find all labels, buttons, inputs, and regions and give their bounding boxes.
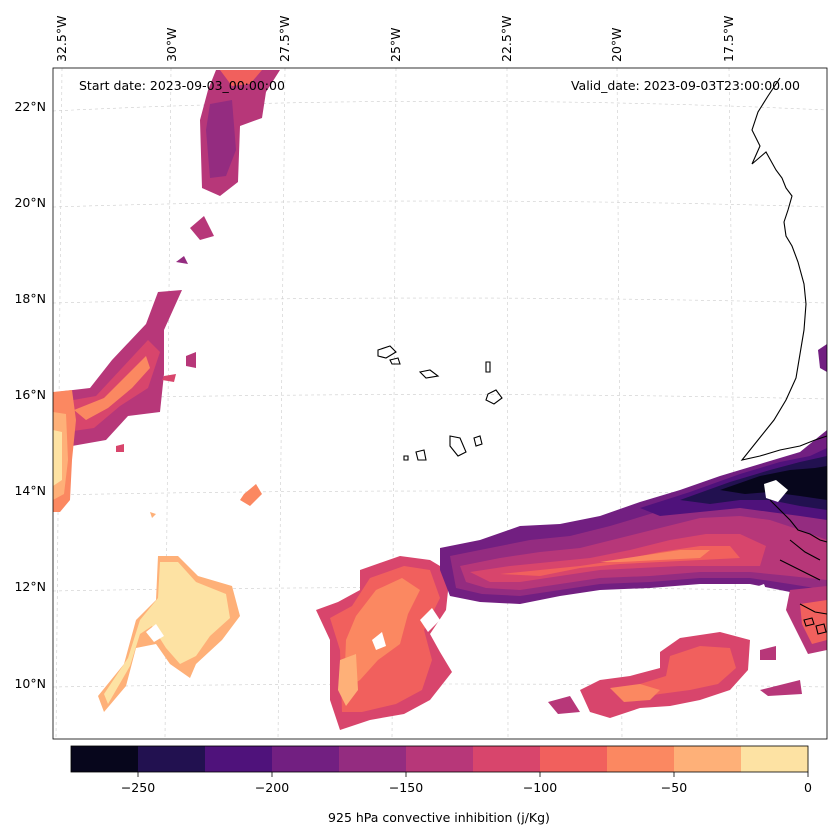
contour-gap (748, 584, 770, 606)
island-maio (473, 435, 483, 447)
contour-region (240, 484, 262, 506)
colorbar-swatch (138, 746, 206, 772)
contour-region (116, 444, 124, 452)
contour-region (162, 374, 176, 382)
contour-region (610, 684, 660, 702)
valid-date-label: Valid_date: 2023-09-03T23:00:00.00 (571, 78, 800, 93)
gridline-lat-20 (52, 200, 828, 208)
gridline-lat-10 (52, 683, 828, 688)
gridline-lon-32-5 (55, 67, 63, 740)
contour-gap (218, 254, 234, 270)
lat-label: 10°N (14, 676, 46, 691)
contour-region (338, 654, 358, 706)
contour-region (620, 646, 736, 698)
lon-label: 17.5°W (721, 16, 736, 62)
coastline-africa (740, 77, 828, 461)
contour-region (760, 646, 776, 660)
colorbar: −250 −200 −150 −100 −50 0 925 hPa convective … (70, 745, 812, 825)
lat-label: 14°N (14, 483, 46, 498)
island-sao-vicente (389, 357, 401, 365)
colorbar-tick-label: −150 (389, 780, 423, 795)
colorbar-tick-label: −250 (121, 780, 155, 795)
gridline-lat-22 (52, 100, 828, 112)
contour-region (818, 344, 827, 372)
lon-label: 22.5°W (499, 16, 514, 62)
colorbar-swatches (71, 746, 809, 772)
contour-region (176, 256, 188, 264)
lon-label: 20°W (609, 27, 624, 62)
colorbar-swatch (607, 746, 675, 772)
island-fogo (415, 449, 427, 461)
gridline-lat-16 (52, 394, 828, 400)
colorbar-swatch (71, 746, 139, 772)
gridline-lon-20 (616, 67, 623, 740)
lon-label: 30°W (164, 27, 179, 62)
island-santo-antao (377, 345, 397, 359)
island-sao-nicolau (418, 369, 440, 379)
contour-region (548, 696, 580, 714)
lon-label: 32.5°W (54, 16, 69, 62)
contour-region (760, 680, 802, 696)
colorbar-swatch (272, 746, 340, 772)
colorbar-swatch (205, 746, 273, 772)
colorbar-swatch (473, 746, 541, 772)
gridline-lon-27-5 (277, 67, 286, 740)
colorbar-border (70, 745, 809, 773)
colorbar-tick-label: −100 (523, 780, 557, 795)
islands-bijagos (803, 617, 827, 635)
lat-label: 20°N (14, 195, 46, 210)
lon-label: 27.5°W (277, 16, 292, 62)
contour-gap (146, 624, 164, 642)
gridline-lon-22-5 (506, 67, 509, 740)
contour-region (600, 550, 710, 562)
land-outlines (377, 77, 828, 635)
latitude-labels: 22°N 20°N 18°N 16°N 14°N 12°N 10°N (14, 99, 46, 691)
colorbar-swatch (741, 746, 809, 772)
gridline-lon-17-5 (728, 67, 738, 740)
island-sal (485, 361, 491, 373)
island-brava (403, 455, 409, 461)
contour-region (74, 356, 150, 420)
colorbar-tick-label: −50 (661, 780, 687, 795)
lon-label: 25°W (388, 27, 403, 62)
contour-gaps (146, 254, 788, 650)
colorbar-swatch (540, 746, 608, 772)
island-boa-vista (485, 389, 503, 405)
map-border (52, 67, 828, 740)
contour-region (206, 100, 236, 178)
contour-region (104, 562, 230, 704)
contour-gap (764, 480, 788, 502)
lat-label: 16°N (14, 387, 46, 402)
contour-region (186, 352, 196, 368)
colorbar-tick-label: 0 (804, 780, 812, 795)
cin-contours (53, 70, 827, 730)
colorbar-tick-label: −200 (255, 780, 289, 795)
lat-label: 22°N (14, 99, 46, 114)
start-date-label: Start date: 2023-09-03_00:00:00 (79, 78, 285, 93)
lat-label: 12°N (14, 579, 46, 594)
gridline-lat-14 (52, 490, 828, 496)
colorbar-ticks: −250 −200 −150 −100 −50 0 (121, 772, 812, 795)
contour-gap (420, 608, 440, 632)
longitude-labels: 32.5°W 30°W 27.5°W 25°W 22.5°W 20°W 17.5… (54, 16, 736, 62)
contour-region (190, 216, 214, 240)
colorbar-swatch (406, 746, 474, 772)
lat-label: 18°N (14, 291, 46, 306)
contour-region (150, 512, 156, 518)
colorbar-label: 925 hPa convective inhibition (j/Kg) (328, 810, 550, 825)
contour-region (53, 430, 62, 486)
colorbar-swatch (339, 746, 407, 772)
contour-region (220, 70, 262, 86)
colorbar-swatch (674, 746, 742, 772)
island-santiago (449, 435, 467, 457)
coastline-senegal-gambia (769, 499, 828, 615)
contour-gap (372, 632, 386, 650)
